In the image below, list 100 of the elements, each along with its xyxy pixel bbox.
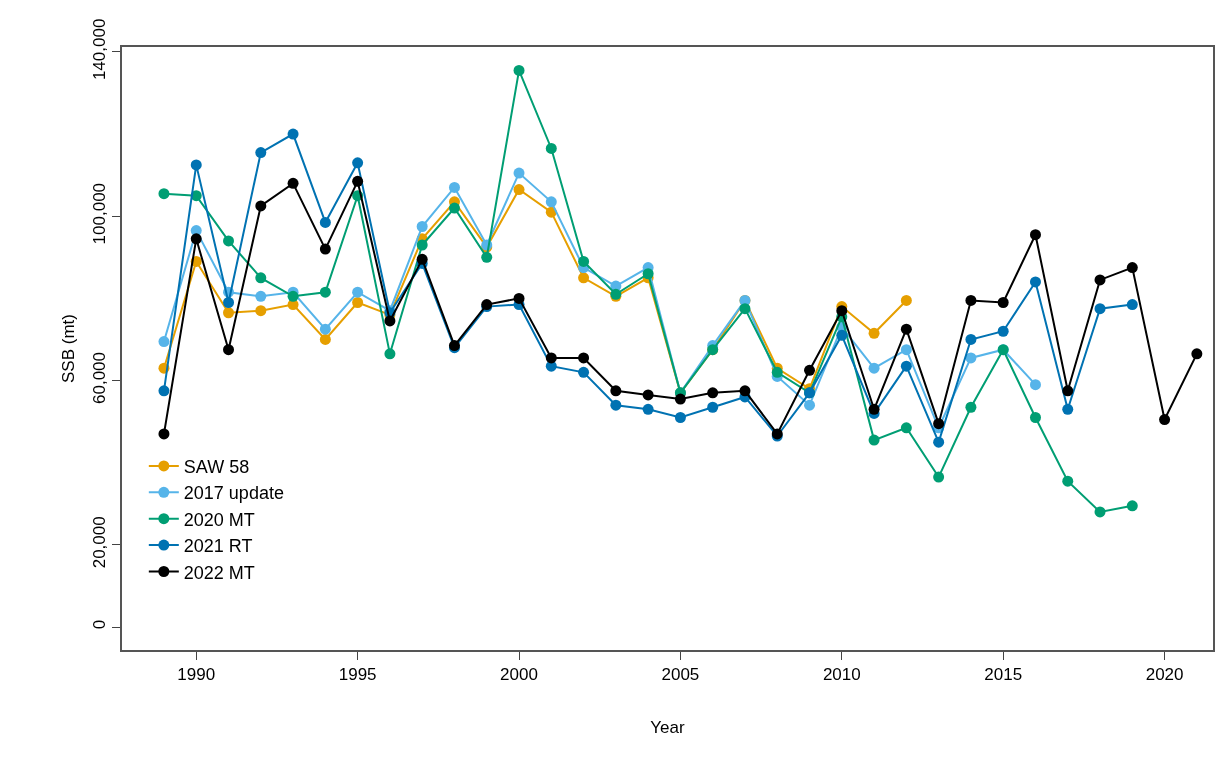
y-tick-label: 140,000 [90,18,110,81]
point [319,333,331,345]
x-tick-label: 2020 [1145,665,1184,685]
point [513,64,525,76]
x-tick-label: 1995 [338,665,377,685]
point [158,188,170,200]
point [997,325,1009,337]
point [933,418,945,430]
point [933,471,945,483]
point [900,344,912,356]
point [319,286,331,298]
point [868,403,880,415]
point [287,177,299,189]
point [1094,506,1106,518]
point [545,352,557,364]
point [190,233,202,245]
point [158,336,170,348]
point [836,329,848,341]
point [739,303,751,315]
point [900,422,912,434]
legend-label: 2017 update [183,483,284,504]
point [1191,348,1203,360]
point [352,175,364,187]
point [255,290,267,302]
y-tick-label: 100,000 [90,182,110,245]
point [481,251,493,263]
point [965,352,977,364]
point [255,272,267,284]
point [319,323,331,335]
point [1159,414,1171,426]
point [448,202,460,214]
point [739,385,751,397]
point [255,147,267,159]
point [707,387,719,399]
point [642,268,654,280]
point [900,323,912,335]
point [158,428,170,440]
point [1029,379,1041,391]
legend-label: 2020 MT [183,509,255,530]
x-tick-label: 2000 [500,665,538,685]
point [319,243,331,255]
point [384,315,396,327]
point [545,142,557,154]
point [158,385,170,397]
point [416,253,428,265]
point [1126,299,1138,311]
point [707,401,719,413]
y-tick-label: 20,000 [90,516,110,569]
point [223,296,235,308]
x-tick-label: 2010 [822,665,861,685]
y-tick-label: 0 [90,619,110,630]
point [965,401,977,413]
legend-label: 2021 RT [183,536,253,557]
point [319,216,331,228]
point [1126,262,1138,274]
point [223,235,235,247]
y-tick-label: 60,000 [90,351,110,404]
point [642,389,654,401]
y-axis-title: SSB (mt) [58,314,78,383]
point [578,272,590,284]
point [1029,229,1041,241]
point [610,385,622,397]
point [868,327,880,339]
legend-label: SAW 58 [183,456,250,477]
point [1029,276,1041,288]
point [223,307,235,319]
point [448,181,460,193]
point [255,200,267,212]
point [868,362,880,374]
point [965,333,977,345]
point [1029,412,1041,424]
point [352,296,364,308]
point [513,167,525,179]
x-tick-label: 2015 [984,665,1023,685]
point [287,290,299,302]
point [384,348,396,360]
point [771,366,783,378]
point [900,294,912,306]
point [352,286,364,298]
point [223,344,235,356]
point [868,434,880,446]
point [1094,274,1106,286]
point [578,352,590,364]
point [190,159,202,171]
x-axis-title: Year [650,718,686,738]
point [1126,500,1138,512]
point [287,128,299,140]
point [416,221,428,232]
point [610,399,622,411]
point [804,364,816,376]
point [674,393,686,405]
point [965,294,977,306]
legend-label: 2022 MT [183,562,255,583]
point [1062,385,1074,397]
point [352,157,364,169]
point [513,184,525,196]
point [578,255,590,267]
point [900,360,912,372]
x-tick-label: 2005 [661,665,700,685]
point [1062,403,1074,415]
